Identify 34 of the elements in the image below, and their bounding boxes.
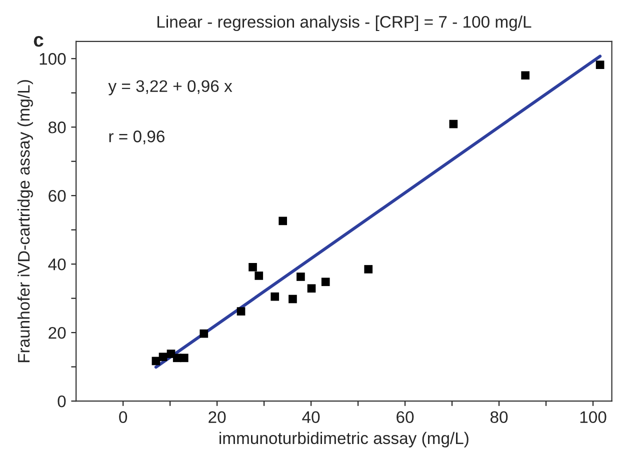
point <box>296 272 305 281</box>
point <box>288 294 297 304</box>
x-tick-label: 80 <box>490 411 508 424</box>
point <box>248 263 257 272</box>
y-tick-label: 0 <box>58 395 66 408</box>
y-tick-label: 20 <box>48 326 66 339</box>
x-tick-label: 60 <box>396 411 414 424</box>
x-tick-label: 0 <box>119 411 128 424</box>
point <box>521 71 530 80</box>
point <box>236 307 246 316</box>
point <box>307 284 316 293</box>
y-tick-label: 60 <box>48 190 66 202</box>
point <box>270 292 280 301</box>
point <box>449 120 458 128</box>
x-axis-title: immunoturbidimetric assay (mg/L) <box>220 432 468 448</box>
point <box>364 265 373 274</box>
point <box>278 216 288 226</box>
y-tick-label: 100 <box>40 53 66 65</box>
y-tick-label: 80 <box>48 122 66 134</box>
point <box>158 352 168 362</box>
y-axis-title: Fraunhofer iVD-cartridge assay (mg/L) <box>17 80 33 362</box>
text: c <box>34 36 44 47</box>
point <box>596 60 604 69</box>
y-tick-label: 40 <box>48 258 66 270</box>
x-tick-label: 20 <box>208 411 226 424</box>
x-tick-label: 100 <box>580 411 606 424</box>
point <box>321 278 330 286</box>
chart-title: Linear - regression analysis - [CRP] = 7 - 100 mg/L <box>158 16 532 32</box>
point <box>200 329 208 338</box>
point <box>254 272 264 280</box>
annotation: y = 3,22 + 0,96 x <box>108 80 232 96</box>
annotation: r = 0,96 <box>109 130 164 144</box>
x-tick-label: 40 <box>302 411 320 424</box>
point <box>180 354 188 362</box>
